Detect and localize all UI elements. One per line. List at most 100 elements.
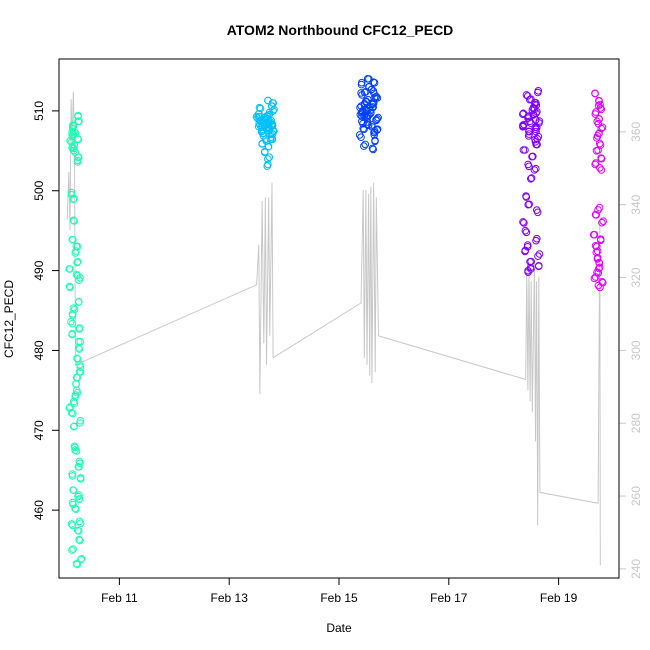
chart-title: ATOM2 Northbound CFC12_PECD [227,22,454,38]
data-point [70,305,79,314]
y-tick-label: 480 [32,340,46,360]
data-point [519,109,528,118]
y-axis-label: CFC12_PECD [2,280,16,358]
data-point [264,96,272,105]
data-point [522,228,531,237]
data-point [589,230,598,239]
data-point [75,324,84,332]
data-point [364,121,373,130]
series-flight-5 [589,89,608,292]
data-point [68,310,77,318]
data-point [593,117,602,126]
data-point [75,345,84,353]
data-point [69,486,77,494]
data-point [265,153,274,161]
data-point [370,79,379,87]
data-point [525,127,533,136]
data-point [519,121,527,130]
plot-frame [58,58,620,579]
data-point [533,135,542,143]
data-point [591,273,600,281]
data-point [269,107,277,115]
data-point [74,463,83,471]
data-point [73,388,82,397]
y2-tick-label: 300 [629,340,643,360]
data-point [531,123,540,131]
data-point [76,474,85,482]
data-point [533,206,541,214]
data-point [532,236,540,245]
data-point [598,278,606,286]
y-tick-label: 460 [32,500,46,520]
data-point [75,517,84,526]
data-point [67,190,76,199]
data-point [524,132,533,140]
data-point [68,498,77,507]
data-point [520,219,528,227]
series-flight-2 [252,96,278,170]
data-point [595,115,603,123]
x-tick-label: Feb 15 [320,591,358,605]
y-tick-label: 510 [32,101,46,121]
data-point [74,111,82,120]
data-point [363,75,372,83]
data-point [523,92,532,100]
data-point [74,298,83,306]
data-point [68,329,77,338]
data-point [527,174,536,182]
data-point [263,162,272,170]
data-point [260,148,269,157]
data-point [528,152,536,161]
data-point [525,162,533,171]
data-points-layer [65,75,608,569]
data-point [592,159,600,167]
data-point [591,89,599,98]
y2-tick-label: 320 [629,267,643,287]
data-point [522,192,530,200]
data-point [374,113,382,122]
data-point [72,242,81,251]
x-axis-label: Date [326,621,352,635]
x-tick-label: Feb 17 [430,591,468,605]
data-point [595,263,604,272]
data-point [68,319,77,328]
data-point [590,274,599,283]
data-point [532,164,540,173]
x-tick-label: Feb 19 [540,591,578,605]
data-point [72,447,81,455]
data-point [594,206,602,214]
data-point [365,83,374,91]
data-point [595,259,604,267]
data-point [71,446,79,454]
data-point [265,110,274,119]
data-point [599,278,607,287]
data-point [256,104,265,113]
data-point [65,282,74,291]
data-point [532,127,540,136]
data-point [594,101,603,110]
y2-tick-label: 360 [629,121,643,141]
y-tick-label: 470 [32,420,46,440]
data-point [535,250,544,258]
data-point [596,104,605,112]
data-point [372,116,380,124]
data-point [527,175,535,183]
data-point [356,103,364,112]
data-point [596,235,605,243]
data-point [361,140,370,149]
data-point [68,409,77,418]
data-point [522,91,531,99]
data-point [355,131,364,139]
data-point [74,135,83,144]
x-tick-label: Feb 11 [101,591,138,605]
data-point [519,110,527,118]
data-point [597,154,606,163]
series-flight-1 [65,111,86,569]
data-point [596,141,605,149]
data-point [360,142,368,150]
data-point [73,526,82,535]
data-point [527,257,535,266]
data-point [599,217,608,225]
data-point [66,403,74,411]
